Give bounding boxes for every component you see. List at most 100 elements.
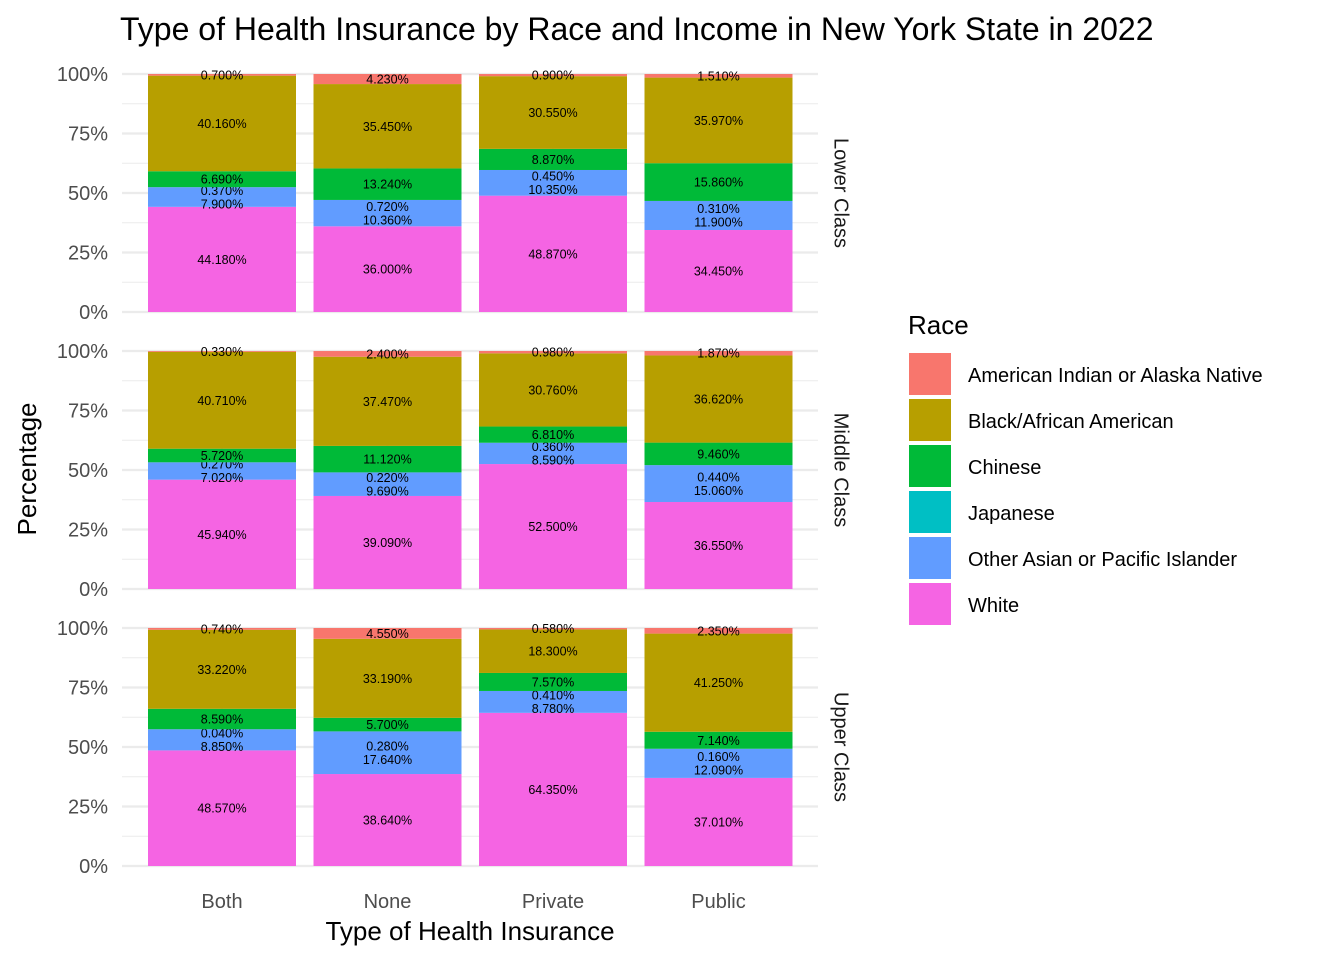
data-label: 15.060%	[694, 484, 743, 498]
bar-segment	[148, 351, 296, 449]
y-tick-label: 100%	[57, 341, 108, 363]
bar-segment	[644, 230, 793, 312]
data-label: 40.710%	[197, 394, 246, 408]
bar-segment	[313, 199, 462, 227]
bar-segment	[148, 729, 296, 751]
legend-label: Chinese	[968, 457, 1041, 479]
data-label: 0.220%	[366, 471, 408, 485]
data-label: 0.330%	[201, 345, 243, 359]
data-label: 10.350%	[528, 183, 577, 197]
bar-segment	[644, 628, 793, 634]
data-label: 11.900%	[694, 216, 742, 230]
data-label: 30.760%	[528, 383, 577, 397]
y-tick-label: 75%	[68, 124, 108, 146]
legend-label: Japanese	[968, 503, 1055, 525]
data-label: 39.090%	[363, 536, 412, 550]
data-label: 2.400%	[366, 347, 408, 361]
bar-segment	[644, 731, 793, 749]
data-label: 17.640%	[363, 753, 412, 767]
data-label: 35.450%	[363, 120, 412, 134]
y-tick-label: 75%	[68, 678, 108, 700]
legend-label: Other Asian or Pacific Islander	[968, 549, 1237, 571]
bar-segment	[644, 200, 793, 231]
bar-segment	[148, 479, 296, 589]
facet-panels: 0% 25% 50% 75% 100% 44.180% 0.370%7.900% 6.690%…	[57, 64, 852, 913]
x-axis-title: Type of Health Insurance	[325, 916, 614, 946]
data-label: 9.460%	[697, 447, 739, 461]
legend-swatch	[909, 399, 951, 441]
data-label: 7.140%	[697, 734, 739, 748]
data-label: 41.250%	[694, 676, 743, 690]
y-tick-label: 25%	[68, 520, 108, 542]
bar-segment	[148, 462, 296, 480]
y-tick-label: 25%	[68, 797, 108, 819]
bar-segment	[479, 672, 627, 691]
legend-label: White	[968, 595, 1019, 617]
y-axis-title: Percentage	[12, 403, 42, 536]
data-label: 0.310%	[697, 202, 739, 216]
data-label: 40.160%	[197, 117, 246, 131]
data-label: 0.370%	[201, 184, 243, 198]
bar-segment	[148, 206, 296, 312]
bar-segment	[313, 717, 462, 732]
bar-segment	[148, 351, 296, 352]
data-label: 6.690%	[201, 173, 243, 187]
data-label: 30.550%	[528, 106, 577, 120]
data-label: 18.300%	[528, 645, 577, 659]
data-label: 0.040%	[201, 727, 243, 741]
bar-segment	[313, 495, 462, 589]
chart-title: Type of Health Insurance by Race and Inc…	[120, 11, 1154, 47]
data-label: 8.590%	[532, 454, 574, 468]
data-label: 37.470%	[363, 395, 412, 409]
y-tick-label: 75%	[68, 401, 108, 423]
legend-swatch	[909, 583, 951, 625]
data-label: 8.780%	[532, 702, 574, 716]
bar-segment	[479, 195, 627, 312]
data-label: 7.020%	[201, 471, 243, 485]
bar-segment	[644, 163, 793, 201]
bar-segment	[148, 750, 296, 866]
data-label: 1.510%	[697, 69, 739, 83]
bar-segment	[313, 472, 462, 496]
data-label: 44.180%	[197, 253, 246, 267]
bar-segment	[644, 633, 793, 732]
bar-segment	[313, 445, 462, 473]
bar-segment	[479, 74, 627, 77]
bar-segment	[313, 731, 462, 775]
bar-segment	[479, 353, 627, 427]
bar-segment	[313, 74, 462, 85]
data-label: 37.010%	[694, 815, 743, 829]
data-label: 64.350%	[528, 783, 577, 797]
data-label: 38.640%	[363, 814, 412, 828]
data-label: 4.550%	[366, 627, 408, 641]
data-label: 36.000%	[363, 263, 412, 277]
bar-segment	[148, 74, 296, 76]
bar-segment	[313, 356, 462, 446]
data-label: 5.700%	[366, 718, 408, 732]
bar-segment	[313, 628, 462, 639]
legend-swatch	[909, 445, 951, 487]
data-label: 34.450%	[694, 265, 743, 279]
bar-segment	[644, 355, 793, 443]
data-label: 52.500%	[528, 520, 577, 534]
bar-segment	[148, 171, 296, 188]
data-label: 45.940%	[197, 528, 246, 542]
facet-strip-label: Upper Class	[830, 692, 852, 802]
data-label: 48.870%	[528, 247, 577, 261]
data-label: 7.900%	[201, 197, 243, 211]
bar-segment	[644, 442, 793, 466]
panel-lower-class: 0% 25% 50% 75% 100% 44.180% 0.370%7.900% 6.690%…	[57, 64, 852, 324]
bar-segment	[148, 187, 296, 207]
facet-strip-label: Lower Class	[830, 138, 852, 248]
data-label: 1.870%	[697, 347, 739, 361]
legend: Race American Indian or Alaska Native Bla…	[908, 310, 1263, 625]
bar-segment	[313, 168, 462, 200]
data-label: 48.570%	[197, 802, 246, 816]
data-label: 0.980%	[532, 346, 574, 360]
bar-segment	[313, 84, 462, 169]
bar-segment	[148, 75, 296, 172]
data-label: 2.350%	[697, 624, 739, 638]
data-label: 0.410%	[532, 689, 574, 703]
data-label: 8.590%	[201, 713, 243, 727]
data-label: 10.360%	[363, 213, 412, 227]
